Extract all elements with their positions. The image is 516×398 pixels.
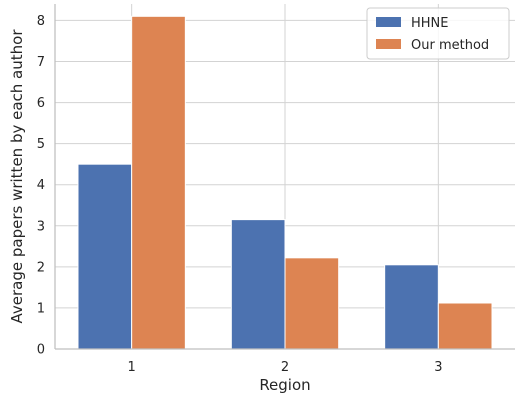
bars	[77, 15, 493, 350]
y-tick-label: 3	[37, 219, 45, 234]
y-tick-label: 0	[37, 343, 45, 358]
y-tick-label: 6	[37, 96, 45, 111]
legend-label-hhne: HHNE	[411, 16, 449, 31]
tick-labels: 0 1 2 3 4 5 6 7 8 1 2 3	[37, 14, 443, 375]
legend-swatch-hhne	[376, 17, 401, 27]
x-tick-label: 1	[128, 360, 136, 375]
y-tick-label: 2	[37, 260, 45, 275]
y-tick-label: 5	[37, 137, 45, 152]
x-axis-label: Region	[259, 376, 310, 394]
legend-box	[366, 7, 510, 60]
y-tick-label: 4	[37, 178, 45, 193]
bar-hhne-region-1	[77, 163, 133, 350]
y-tick-label: 1	[37, 301, 45, 316]
bar-our-method-region-2	[284, 257, 340, 350]
bar-hhne-region-2	[230, 219, 286, 350]
y-axis-label: Average papers written by each author	[8, 29, 26, 324]
bar-our-method-region-3	[437, 302, 493, 350]
bar-hhne-region-3	[384, 264, 439, 350]
bar-our-method-region-1	[131, 15, 186, 350]
y-tick-label: 7	[37, 55, 45, 70]
legend-label-our-method: Our method	[411, 38, 489, 53]
legend: HHNE Our method	[366, 7, 510, 60]
axes	[54, 4, 515, 350]
x-tick-label: 3	[434, 360, 442, 375]
x-tick-label: 2	[281, 360, 289, 375]
y-tick-label: 8	[37, 14, 45, 29]
legend-swatch-our-method	[376, 39, 401, 49]
